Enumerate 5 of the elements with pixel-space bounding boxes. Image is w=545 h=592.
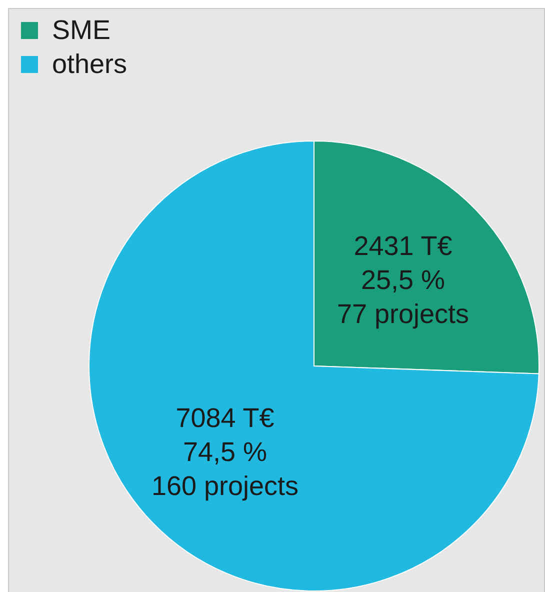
data-label: 2431 T€ 25,5 % 77 projects [336, 231, 470, 330]
legend-label: SME [52, 14, 111, 46]
data-label: 7084 T€ 74,5 % 160 projects [151, 402, 299, 501]
legend-label: others [52, 48, 128, 80]
pie-slice [88, 140, 540, 592]
